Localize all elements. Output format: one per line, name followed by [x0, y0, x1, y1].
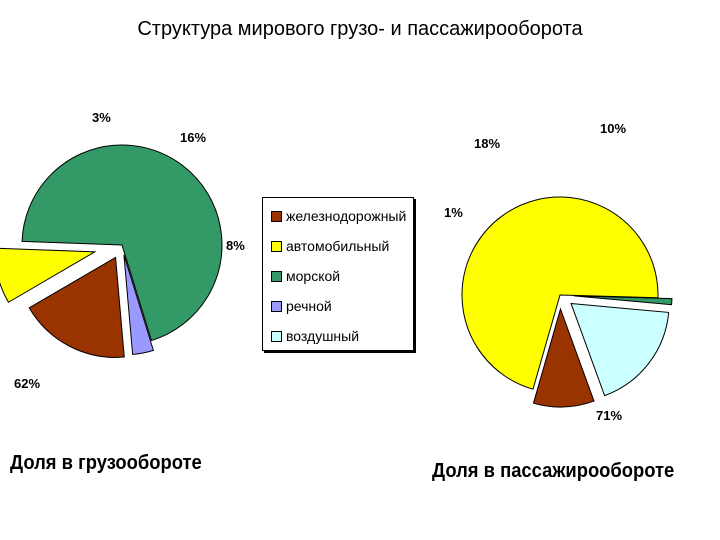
legend-swatch-air — [271, 330, 282, 342]
legend: железнодорожный автомобильный морской ре… — [262, 197, 414, 351]
legend-swatch-rail — [271, 210, 282, 222]
freight-slice-sea — [21, 144, 223, 342]
passenger-label-rail: 10% — [600, 121, 626, 136]
legend-label-air: воздушный — [286, 328, 360, 344]
freight-slice-river — [123, 254, 155, 355]
passenger-label-road: 71% — [596, 408, 622, 423]
legend-swatch-road — [271, 240, 282, 252]
freight-slice-rail — [28, 256, 125, 358]
legend-label-road: автомобильный — [286, 238, 390, 254]
passenger-slice-road — [461, 196, 659, 390]
freight-caption: Доля в грузообороте — [10, 452, 202, 474]
freight-label-rail: 16% — [180, 130, 206, 145]
legend-label-river: речной — [286, 298, 332, 314]
passenger-caption: Доля в пассажирообороте — [432, 460, 675, 482]
passenger-slice-air — [570, 302, 670, 397]
legend-item-rail: железнодорожный — [271, 206, 406, 226]
legend-swatch-sea — [271, 270, 282, 282]
legend-label-rail: железнодорожный — [286, 208, 407, 224]
freight-label-road: 8% — [226, 238, 245, 253]
passenger-label-air: 18% — [474, 136, 500, 151]
freight-label-river: 3% — [92, 110, 111, 125]
passenger-slice-rail — [532, 307, 595, 408]
page-title: Структура мирового грузо- и пассажирообо… — [137, 18, 583, 40]
legend-item-sea: морской — [271, 266, 340, 286]
legend-item-air: воздушный — [271, 326, 359, 346]
legend-swatch-river — [271, 300, 282, 312]
passenger-label-sea: 1% — [444, 205, 463, 220]
legend-item-river: речной — [271, 296, 332, 316]
freight-label-sea: 62% — [14, 376, 40, 391]
legend-item-road: автомобильный — [271, 236, 389, 256]
passenger-slice-sea — [573, 295, 673, 306]
legend-label-sea: морской — [286, 268, 341, 284]
freight-slice-road — [0, 247, 97, 303]
